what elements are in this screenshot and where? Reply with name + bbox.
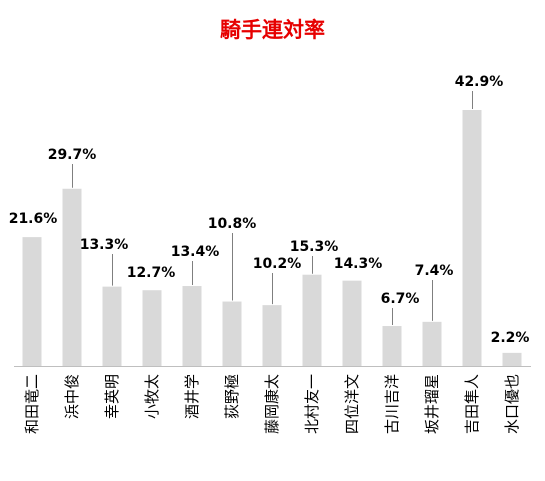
bar-10 [382,326,402,366]
category-label-10: 古川吉洋 [383,374,401,434]
bar-9 [342,280,362,366]
bar-13 [502,352,522,366]
bar-11 [422,321,442,366]
data-label-3: 13.3% [80,237,129,253]
data-label-9: 14.3% [334,256,383,272]
category-label-8: 北村友一 [303,374,321,434]
bar-7 [262,305,282,366]
data-label-11: 7.4% [415,263,454,279]
data-label-10: 6.7% [381,291,420,307]
bar-8 [302,274,322,366]
data-label-8: 15.3% [290,239,339,255]
data-label-6: 10.8% [208,216,257,232]
category-label-13: 水口優也 [503,374,521,434]
data-label-2: 29.7% [48,147,97,163]
chart-title: 騎手連対率 [220,18,325,42]
bar-12 [462,110,482,366]
bar-5 [182,286,202,366]
category-label-3: 幸英明 [103,374,121,419]
bar-1 [22,237,42,366]
category-label-5: 酒井学 [183,374,201,419]
bar-2 [62,188,82,366]
data-label-13: 2.2% [491,330,530,346]
category-label-1: 和田竜二 [23,374,41,434]
category-label-7: 藤岡康太 [263,374,281,434]
data-label-7: 10.2% [253,256,302,272]
bar-4 [142,290,162,366]
data-label-4: 12.7% [127,265,176,281]
bar-3 [102,286,122,366]
data-label-5: 13.4% [171,244,220,260]
category-label-6: 荻野極 [223,374,241,419]
data-label-1: 21.6% [9,211,58,227]
category-label-11: 坂井瑠星 [423,374,441,434]
category-label-4: 小牧太 [143,374,161,419]
bar-6 [222,301,242,366]
category-label-9: 四位洋文 [343,374,361,434]
category-label-12: 吉田隼人 [463,374,481,434]
category-label-2: 浜中俊 [63,374,81,419]
data-label-12: 42.9% [455,74,504,90]
